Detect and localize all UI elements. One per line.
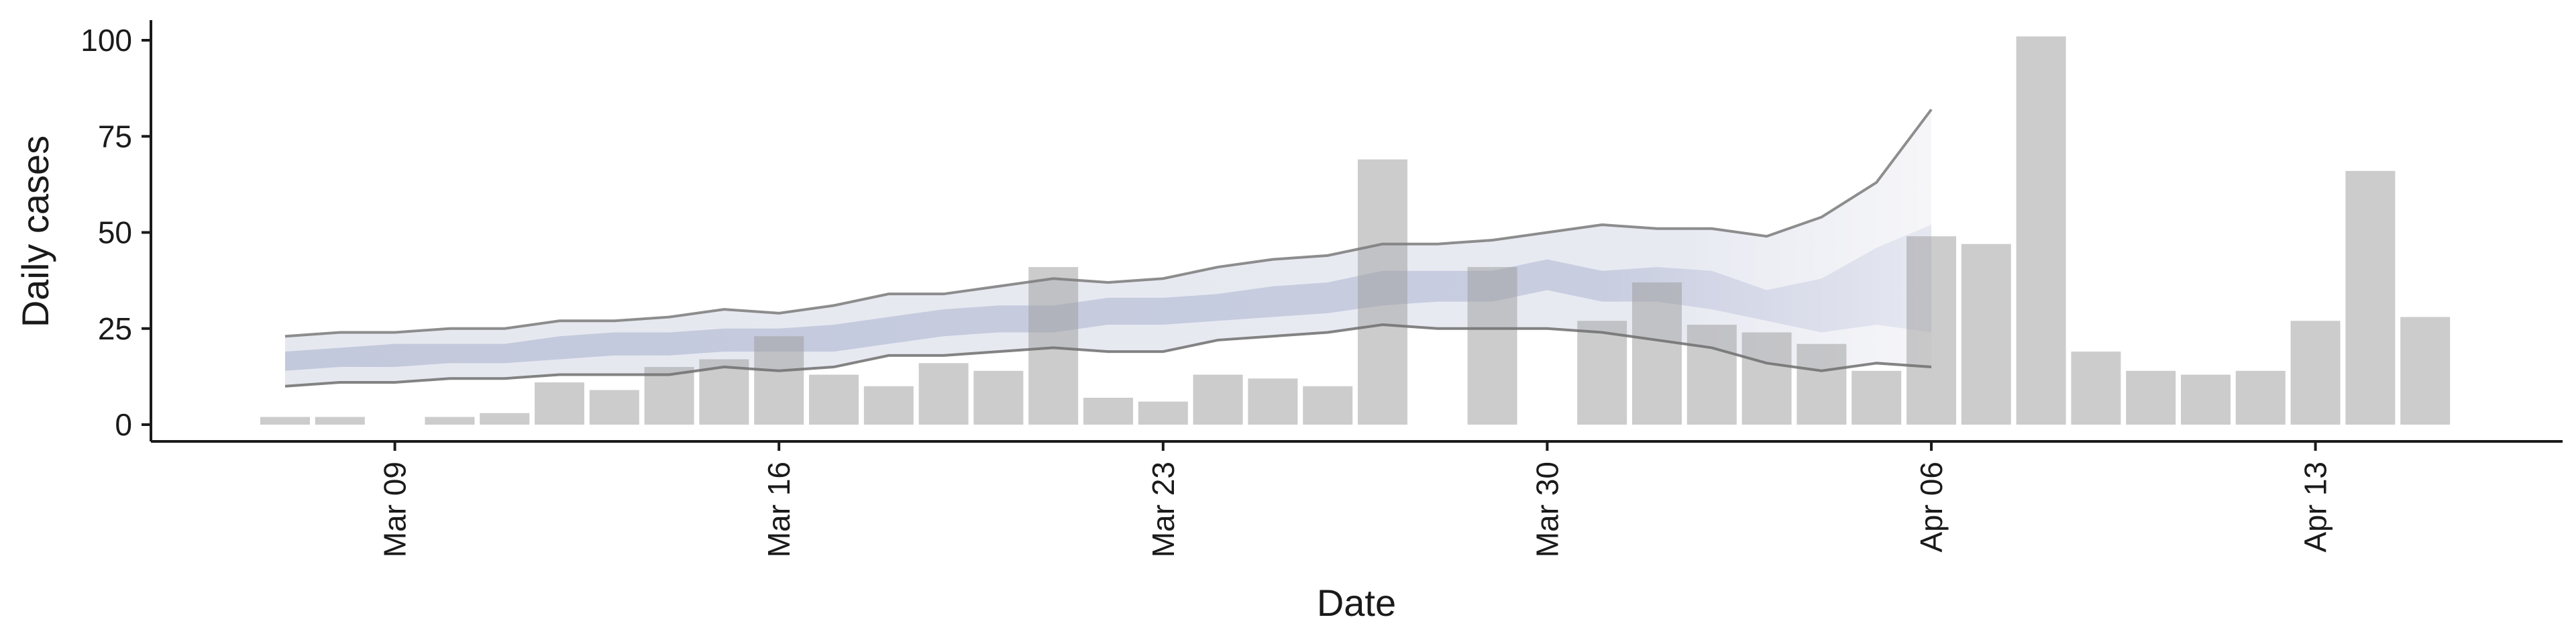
case-bar [1248, 378, 1298, 425]
case-bar [2016, 36, 2066, 425]
case-bar [2126, 370, 2176, 425]
forecast-bands [285, 109, 1931, 386]
case-bar [1028, 267, 1079, 425]
case-bars [260, 36, 2451, 425]
case-bar [2290, 321, 2341, 425]
case-bar [973, 370, 1024, 425]
x-axis-title: Date [1317, 582, 1396, 624]
case-bar [1796, 343, 1847, 425]
case-bar [1741, 332, 1792, 425]
case-bar [2181, 374, 2231, 425]
y-tick-label: 100 [80, 23, 132, 58]
case-bar [1467, 267, 1517, 425]
case-bar [918, 363, 969, 425]
case-bar [260, 417, 310, 425]
x-tick-label: Apr 06 [1914, 462, 1949, 553]
case-bar [1961, 244, 2011, 425]
case-bar [425, 417, 475, 425]
x-tick-label: Mar 09 [378, 462, 413, 557]
x-tick-label: Mar 16 [761, 462, 796, 557]
forecast-band-50 [285, 225, 1931, 371]
upper-interval-line [284, 108, 1933, 338]
case-bar [644, 367, 694, 425]
case-bar [1686, 325, 1737, 425]
case-bar [863, 386, 914, 425]
case-bar [2400, 317, 2451, 425]
case-bar [1138, 401, 1188, 425]
case-bar [1577, 321, 1627, 425]
case-bar [1632, 282, 1682, 425]
x-tick-label: Mar 30 [1529, 462, 1564, 557]
case-bar [1851, 370, 1902, 425]
case-bar [1083, 397, 1133, 425]
case-bar [809, 374, 859, 425]
case-bar [589, 390, 639, 425]
x-tick-label: Apr 13 [2298, 462, 2333, 553]
forecast-band-90 [285, 109, 1931, 386]
y-tick-label: 25 [98, 311, 132, 346]
case-bar [315, 417, 365, 425]
y-tick-label: 50 [98, 215, 132, 250]
case-bar [480, 413, 530, 425]
y-tick-label: 75 [98, 119, 132, 154]
case-bar [1303, 386, 1353, 425]
y-tick-label: 0 [115, 407, 132, 442]
case-bar [2235, 370, 2286, 425]
x-tick-label: Mar 23 [1146, 462, 1181, 557]
case-bar [1193, 374, 1243, 425]
forecast-interval-lines [284, 108, 1933, 388]
case-bar [2071, 352, 2121, 425]
y-axis-title: Daily cases [14, 136, 56, 327]
case-bar [2345, 170, 2396, 425]
lower-interval-line [284, 323, 1932, 388]
case-bar [535, 382, 584, 425]
axes: 0 25 50 75 100 Mar 09 Mar 16 Mar 23 Mar 30 Apr 06… [80, 20, 2563, 557]
case-bar [1358, 159, 1407, 425]
case-bar [754, 336, 804, 425]
case-bar [1907, 236, 1956, 425]
